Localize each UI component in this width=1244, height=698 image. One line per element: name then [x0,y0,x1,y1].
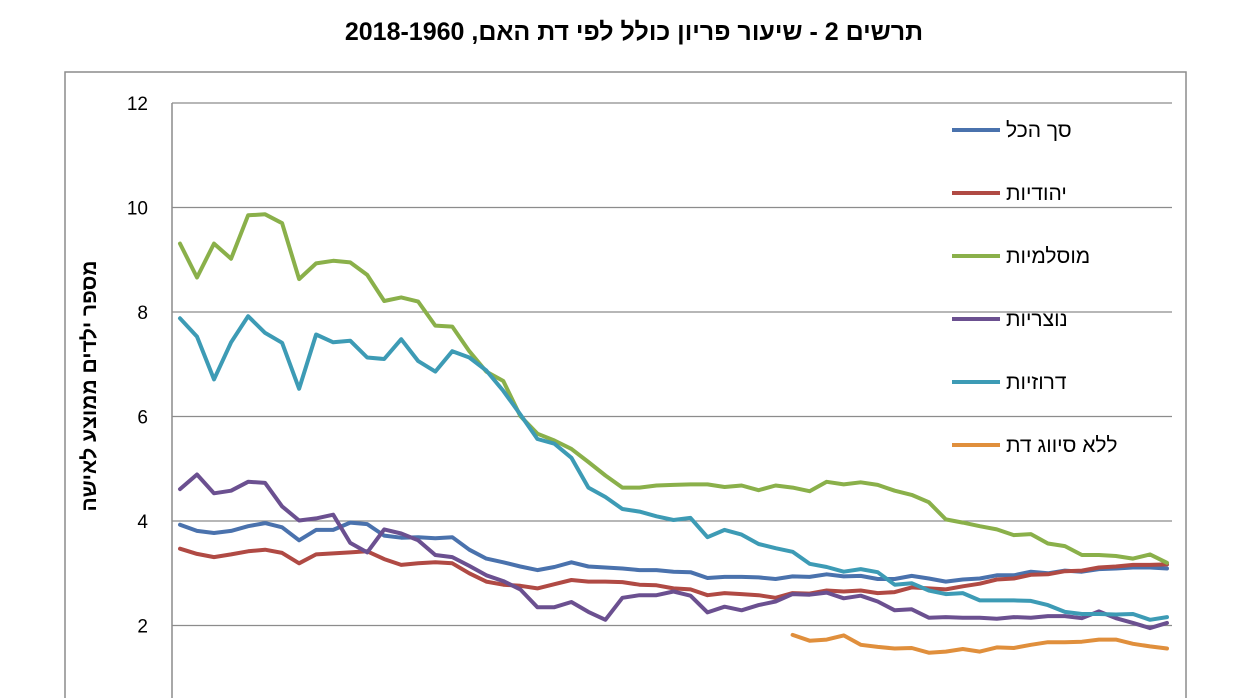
y-tick-label: 6 [137,408,148,429]
y-tick-label: 10 [127,199,148,220]
series-line-0 [178,520,1169,584]
series-line-4 [178,314,1169,622]
legend-label-5: ללא סיווג דת [1006,434,1117,457]
chart-title: תרשים 2 - שיעור פריון כולל לפי דת האם, 2… [345,18,923,46]
y-tick-label: 4 [137,512,148,533]
legend-label-0: סך הכל [1006,119,1072,142]
plot-frame [64,71,1187,698]
legend-label-2: מוסלמיות [1006,245,1090,268]
series-line-2 [178,212,1169,565]
series-line-1 [178,546,1169,600]
legend-label-1: יהודיות [1006,182,1067,205]
legend-label-4: דרוזיות [1006,371,1067,394]
series-line-3 [178,472,1169,631]
series-line-5 [790,632,1169,655]
series-lines [178,212,1169,655]
y-axis-label: מספר ילדים ממוצע לאישה [78,261,101,512]
y-tick-label: 12 [127,94,148,115]
legend-label-3: נוצריות [1006,308,1068,331]
y-tick-labels: 2 4 6 8 10 12 [127,94,149,638]
y-tick-label: 2 [137,617,148,638]
legend: סך הכל יהודיות מוסלמיות נוצריות דרוזיות ללא ס… [952,119,1117,457]
y-tick-label: 8 [137,303,148,324]
